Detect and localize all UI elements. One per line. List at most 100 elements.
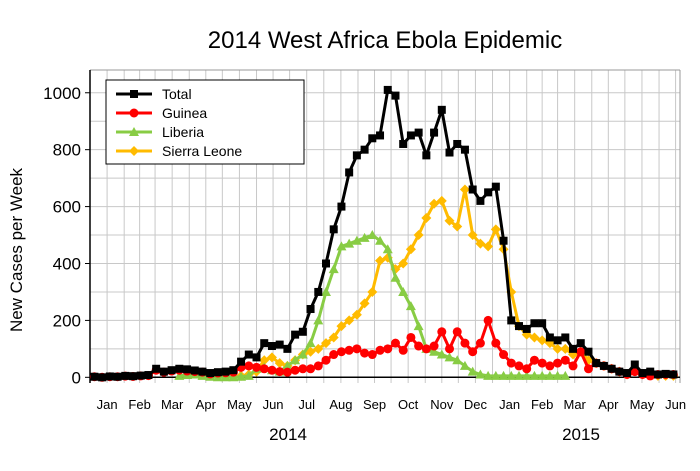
data-point-total xyxy=(229,366,238,375)
data-point-total xyxy=(630,360,639,369)
data-point-guinea xyxy=(514,361,524,371)
x-tick-label: Feb xyxy=(128,397,150,412)
data-point-total xyxy=(244,350,253,359)
data-point-guinea xyxy=(306,364,316,374)
data-point-total xyxy=(468,185,477,194)
data-point-guinea xyxy=(421,344,431,354)
data-point-sierra-leone xyxy=(421,212,432,223)
data-point-liberia xyxy=(436,349,447,359)
data-point-total xyxy=(414,128,423,137)
x-tick-label: Sep xyxy=(363,397,386,412)
data-point-total xyxy=(144,371,153,380)
y-tick-label: 800 xyxy=(53,141,81,160)
data-point-guinea xyxy=(290,365,300,375)
data-point-total xyxy=(368,134,377,143)
data-point-guinea xyxy=(398,345,408,355)
data-point-total xyxy=(159,367,168,376)
data-point-sierra-leone xyxy=(552,343,563,354)
data-point-sierra-leone xyxy=(436,195,447,206)
data-point-guinea xyxy=(576,347,586,357)
legend-label-liberia: Liberia xyxy=(162,124,204,140)
data-point-guinea xyxy=(352,344,362,354)
data-point-total xyxy=(615,367,624,376)
data-point-liberia xyxy=(336,241,347,251)
data-point-liberia xyxy=(513,370,524,380)
data-point-guinea xyxy=(414,341,424,351)
legend: Total Guinea Liberia Sierra Leone xyxy=(105,79,305,165)
data-point-total xyxy=(399,139,408,148)
data-point-sierra-leone xyxy=(467,230,478,241)
data-point-liberia xyxy=(537,370,548,380)
x-tick-label: Jan xyxy=(499,397,520,412)
data-point-liberia xyxy=(282,360,293,370)
data-point-liberia xyxy=(498,370,509,380)
y-tick-label: 0 xyxy=(72,368,81,387)
data-point-total xyxy=(260,339,269,348)
data-point-liberia xyxy=(490,370,501,380)
series-total xyxy=(90,85,678,382)
data-point-guinea xyxy=(390,338,400,348)
data-point-total xyxy=(322,259,330,268)
x-tick-label: May xyxy=(630,397,655,412)
data-point-liberia xyxy=(459,360,470,370)
data-point-sierra-leone xyxy=(444,215,455,226)
data-point-total xyxy=(383,85,392,94)
x-tick-label: Apr xyxy=(196,397,217,412)
data-point-liberia xyxy=(236,371,247,381)
data-point-total xyxy=(545,333,554,342)
data-point-guinea xyxy=(583,364,593,374)
data-point-total xyxy=(484,188,493,197)
data-point-total xyxy=(213,368,222,377)
data-point-guinea xyxy=(545,361,555,371)
data-point-guinea xyxy=(568,361,578,371)
x-year-label: 2015 xyxy=(562,425,600,444)
data-point-guinea xyxy=(506,358,516,368)
data-point-guinea xyxy=(452,327,462,337)
data-point-total xyxy=(113,372,122,381)
data-point-liberia xyxy=(506,370,517,380)
data-point-total xyxy=(352,151,361,160)
data-point-liberia xyxy=(544,370,555,380)
data-point-total xyxy=(283,344,292,353)
data-point-total xyxy=(623,369,632,378)
data-point-guinea xyxy=(267,365,277,375)
data-point-total xyxy=(430,128,439,137)
data-point-total xyxy=(476,196,485,205)
data-point-sierra-leone xyxy=(351,309,362,320)
data-point-sierra-leone xyxy=(344,315,355,326)
data-point-total xyxy=(422,151,431,160)
legend-label-guinea: Guinea xyxy=(162,105,207,121)
data-point-total xyxy=(190,366,199,375)
data-point-liberia xyxy=(444,352,455,362)
legend-marker-guinea xyxy=(129,108,139,118)
data-point-guinea xyxy=(375,345,385,355)
data-point-liberia xyxy=(375,235,386,245)
data-point-total xyxy=(530,319,539,328)
data-point-liberia xyxy=(405,301,416,311)
data-point-guinea xyxy=(282,367,292,377)
legend-label-sierra-leone: Sierra Leone xyxy=(162,143,242,159)
data-point-guinea xyxy=(313,361,323,371)
data-point-guinea xyxy=(499,350,509,360)
data-point-sierra-leone xyxy=(266,352,277,363)
data-point-guinea xyxy=(537,358,547,368)
data-point-liberia xyxy=(467,366,478,376)
data-point-liberia xyxy=(243,370,254,380)
axes: 0 200 400 600 800 1000 Jan Feb Mar Apr May Jun Jul Au… xyxy=(43,69,686,444)
data-point-liberia xyxy=(429,346,440,356)
data-point-liberia xyxy=(475,369,486,379)
chart-title: 2014 West Africa Ebola Epidemic xyxy=(208,27,562,54)
data-point-total xyxy=(599,361,608,370)
x-tick-label: Mar xyxy=(563,397,586,412)
data-point-guinea xyxy=(429,341,439,351)
x-tick-label: Jun xyxy=(665,397,686,412)
data-point-total xyxy=(653,370,662,379)
legend-marker-total xyxy=(130,90,138,98)
data-point-total xyxy=(360,145,369,154)
data-point-liberia xyxy=(305,338,316,348)
data-point-total xyxy=(607,364,616,373)
data-point-guinea xyxy=(491,338,501,348)
data-point-guinea xyxy=(244,361,254,371)
data-point-sierra-leone xyxy=(359,298,370,309)
